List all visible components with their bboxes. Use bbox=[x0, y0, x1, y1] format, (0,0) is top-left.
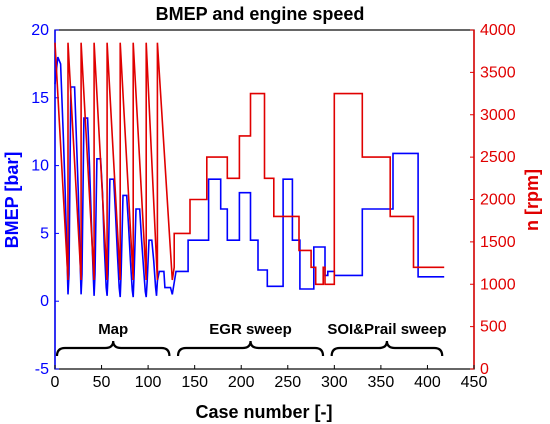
right-tick-label: 2000 bbox=[480, 192, 516, 209]
left-tick-label: -5 bbox=[35, 361, 49, 378]
x-tick-label: 450 bbox=[461, 374, 488, 391]
right-axis-ticks: 0 500 1000 1500 2000 2500 3000 3500 4000 bbox=[470, 22, 516, 378]
right-tick-label: 1500 bbox=[480, 234, 516, 251]
section-brace bbox=[176, 340, 325, 357]
section-brace bbox=[330, 340, 444, 357]
section-label: SOI&Prail sweep bbox=[327, 321, 446, 338]
x-axis-label: Case number [-] bbox=[195, 402, 332, 422]
section-label: Map bbox=[98, 321, 128, 338]
x-tick-label: 100 bbox=[135, 374, 162, 391]
engine-speed-series-line bbox=[54, 42, 445, 286]
x-tick-label: 400 bbox=[414, 374, 441, 391]
right-tick-label: 500 bbox=[480, 319, 507, 336]
left-tick-label: 10 bbox=[31, 158, 49, 175]
right-axis-label: n [rpm] bbox=[522, 169, 542, 231]
right-tick-label: 2500 bbox=[480, 149, 516, 166]
x-tick-label: 50 bbox=[93, 374, 111, 391]
right-tick-label: 0 bbox=[480, 361, 489, 378]
x-tick-label: 350 bbox=[368, 374, 395, 391]
right-tick-label: 4000 bbox=[480, 22, 516, 39]
x-axis-ticks: 0 50 100 150 200 250 300 350 400 450 bbox=[51, 365, 488, 391]
chart-title: BMEP and engine speed bbox=[156, 4, 365, 24]
left-axis-ticks: -5 0 5 10 15 20 bbox=[31, 22, 59, 378]
x-tick-label: 250 bbox=[274, 374, 301, 391]
left-tick-label: 0 bbox=[40, 293, 49, 310]
plot-frame bbox=[54, 29, 475, 370]
right-tick-label: 1000 bbox=[480, 276, 516, 293]
series-group bbox=[54, 42, 445, 298]
right-tick-label: 3000 bbox=[480, 107, 516, 124]
section-brace bbox=[55, 340, 171, 357]
x-tick-label: 300 bbox=[321, 374, 348, 391]
section-label: EGR sweep bbox=[209, 321, 292, 338]
left-tick-label: 5 bbox=[40, 225, 49, 242]
section-annotations: Map EGR sweep SOI&Prail sweep bbox=[55, 321, 447, 357]
left-tick-label: 15 bbox=[31, 90, 49, 107]
bmep-series-line bbox=[54, 56, 445, 298]
x-tick-label: 0 bbox=[51, 374, 60, 391]
left-tick-label: 20 bbox=[31, 22, 49, 39]
x-tick-label: 150 bbox=[181, 374, 208, 391]
x-tick-label: 200 bbox=[228, 374, 255, 391]
left-axis-label: BMEP [bar] bbox=[2, 152, 22, 249]
right-tick-label: 3500 bbox=[480, 64, 516, 81]
